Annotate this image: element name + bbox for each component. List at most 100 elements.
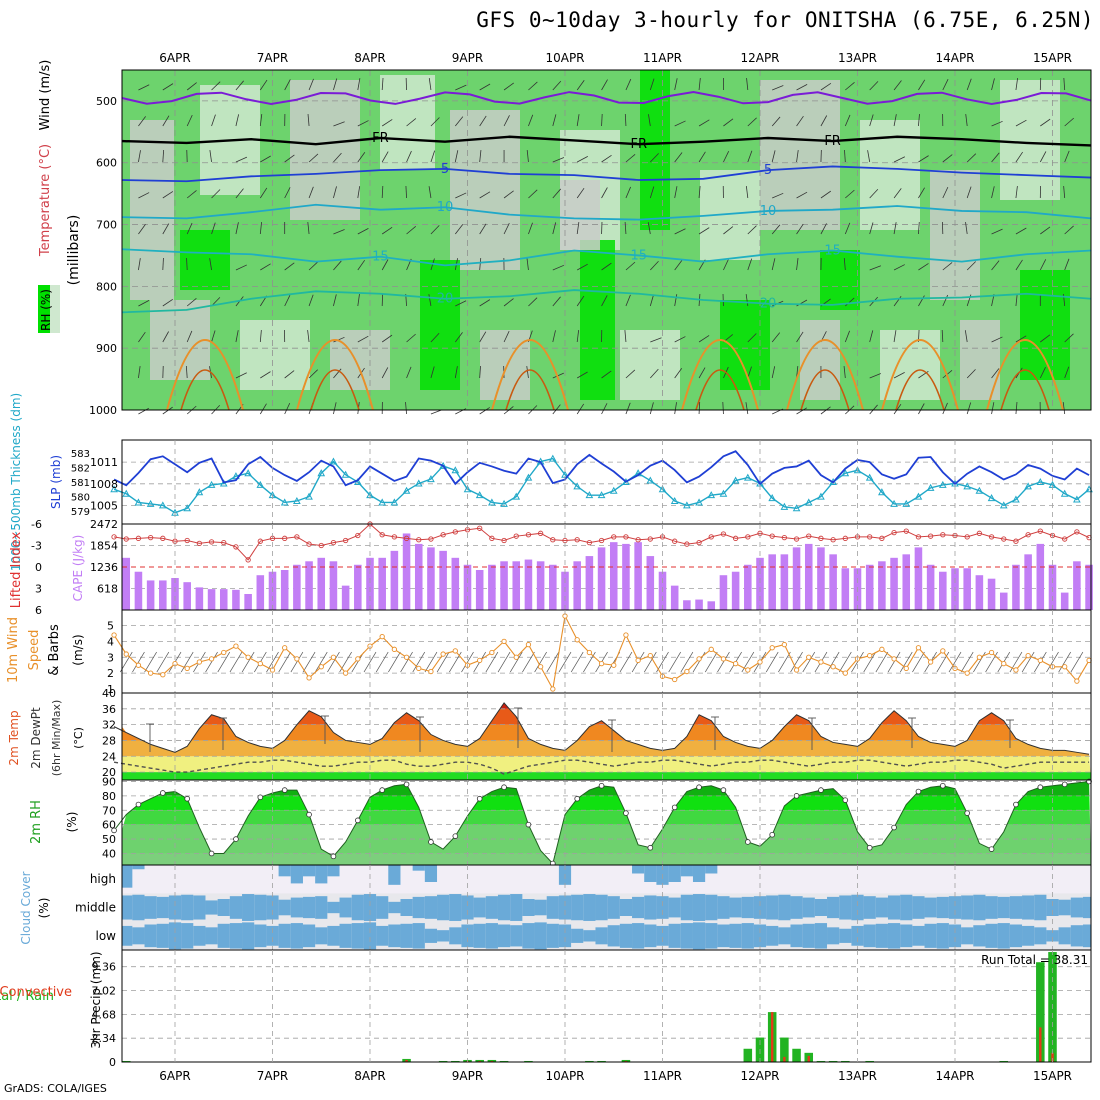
rh-marker: [574, 795, 580, 802]
rh-tick-label: 70: [102, 804, 116, 817]
instability-contour: [310, 369, 360, 411]
contour-label-FR: FR: [824, 134, 841, 149]
wind-barb: [747, 333, 757, 343]
thickness-marker: [317, 469, 326, 477]
wind-barb: [357, 259, 366, 271]
wind-barb: [1015, 402, 1018, 415]
cape-bar: [683, 600, 691, 610]
middle-cloud-cell: [863, 896, 876, 919]
low-cloud-cell: [656, 925, 669, 946]
high-cloud-cell: [680, 865, 693, 877]
li-tick-label: 0: [35, 561, 42, 574]
middle-cloud-cell: [973, 894, 986, 921]
wind-barb: [698, 151, 706, 163]
temp-color-band: [122, 708, 1091, 725]
cape-bar: [597, 547, 606, 610]
wind-barb: [302, 651, 316, 673]
bottom-date-label: 9APR: [452, 1069, 483, 1083]
wind-speed-marker: [806, 654, 812, 660]
thickness-marker: [183, 504, 192, 512]
wind-barb: [552, 404, 561, 415]
middle-cloud-cell: [302, 896, 316, 919]
cape-bar: [427, 547, 435, 610]
low-cloud-cell: [632, 923, 645, 949]
cape-bar: [414, 543, 423, 610]
wind-barb: [863, 651, 876, 673]
thickness-marker: [792, 504, 801, 512]
wind-speed-marker: [282, 645, 288, 651]
wind-barb: [771, 366, 776, 379]
wind-barb: [624, 330, 627, 343]
thickness-tick-label: 582: [71, 463, 90, 474]
wind-speed-marker: [196, 659, 203, 665]
middle-cloud-cell: [558, 895, 572, 920]
wind-barb: [723, 226, 734, 235]
wind-speed-marker: [1062, 664, 1068, 670]
bottom-date-label: 14APR: [935, 1069, 974, 1083]
wind-barb: [308, 294, 314, 307]
wind-barb: [138, 192, 150, 199]
slp-tick-label: 1011: [90, 456, 118, 469]
wind-tick-label: 2: [107, 667, 114, 680]
middle-cloud-cell: [217, 899, 230, 916]
lifted-index-marker: [257, 538, 263, 544]
wind-barb: [186, 257, 188, 271]
wind-barb: [333, 78, 338, 91]
wind-speed-marker: [891, 656, 897, 662]
wind-speed-marker: [818, 659, 824, 665]
rh-marker: [208, 850, 215, 857]
wind-barb: [485, 651, 499, 673]
low-cloud-cell: [522, 923, 535, 949]
wind-barb: [290, 651, 304, 673]
rh-shade-region: [150, 300, 210, 380]
rh-marker: [891, 824, 897, 831]
wind-barb: [333, 294, 337, 307]
lifted-index-marker: [586, 539, 593, 546]
instability-contour: [895, 369, 945, 411]
low-cloud-cell: [339, 923, 352, 948]
low-cloud-cell: [1046, 930, 1059, 942]
wind-barb: [839, 651, 852, 673]
low-cloud-cell: [168, 922, 182, 950]
temperature-contour-FR: [121, 135, 1092, 147]
wind-speed-marker: [537, 664, 544, 670]
wind-barb: [869, 188, 879, 199]
wind-barb: [405, 185, 407, 199]
wind-barb: [546, 651, 560, 673]
wind-barb: [428, 78, 432, 91]
thickness-tick-label: 581: [71, 478, 90, 489]
wind-barb: [826, 651, 840, 673]
wind-barb: [381, 367, 389, 379]
wind-barb: [186, 222, 193, 235]
wind-barb: [601, 262, 612, 271]
bottom-date-label: 13APR: [838, 1069, 877, 1083]
wind-barb: [991, 336, 1003, 343]
wind-barb: [205, 651, 218, 673]
high-cloud-background: [122, 865, 1091, 894]
low-cloud-cell: [363, 922, 377, 950]
wind-barb: [211, 330, 216, 343]
thickness-marker: [512, 492, 521, 500]
wind-barb: [796, 84, 808, 91]
wind-barb: [400, 651, 413, 673]
cape-bar: [585, 556, 594, 610]
middle-cloud-cell: [400, 899, 413, 916]
thickness-marker: [463, 485, 472, 493]
wind-barb: [576, 371, 588, 379]
middle-cloud-cell: [680, 894, 693, 921]
cape-bar: [707, 601, 716, 610]
rh-marker: [403, 781, 410, 788]
wind-barb: [503, 330, 510, 343]
wind-barb: [235, 264, 247, 271]
wind-barb: [649, 186, 655, 199]
lifted-index-marker: [830, 537, 836, 543]
wind-barb: [424, 651, 438, 673]
top-date-label: 14APR: [935, 51, 974, 65]
wind-speed-marker: [513, 654, 519, 660]
contour-label-5: 5: [441, 162, 449, 177]
wind-barb: [601, 113, 603, 127]
middle-cloud-cell: [193, 895, 206, 920]
lifted-index-marker: [842, 535, 848, 541]
wind-barb: [381, 334, 393, 343]
wind-barb: [668, 651, 681, 673]
